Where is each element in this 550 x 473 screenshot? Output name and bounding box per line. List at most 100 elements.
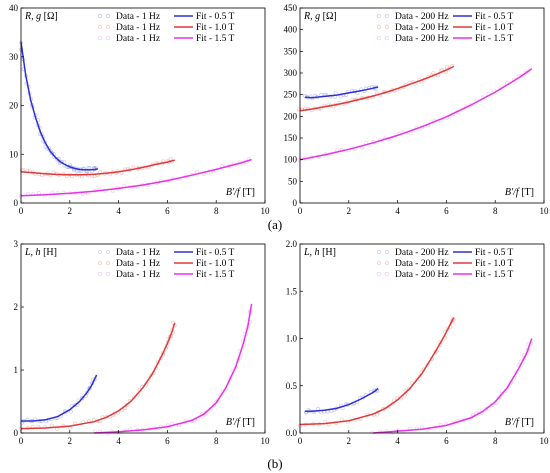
legend-marker xyxy=(385,261,389,265)
legend-entry: Fit - 1.5 T xyxy=(174,34,235,44)
data-point xyxy=(319,92,324,97)
legend-marker xyxy=(106,261,110,265)
plot-frame xyxy=(299,7,545,204)
x-tick-label: 10 xyxy=(540,206,550,216)
x-tick-label: 8 xyxy=(493,436,498,446)
fit-line-1 xyxy=(304,86,379,99)
panel-label-a: (a) xyxy=(268,217,282,232)
legend-marker xyxy=(385,36,389,40)
chart-panel-1: 0 2 4 6 8 10 0 10 20 30 40 R, g [Ω] B'/f [T] Data - 1… xyxy=(9,3,270,216)
plot-frame xyxy=(20,243,266,434)
y-tick-label: 150 xyxy=(284,133,298,143)
legend-marker xyxy=(385,272,389,276)
y-tick-label: 50 xyxy=(288,176,298,186)
x-tick-label: 4 xyxy=(395,206,400,216)
data-markers-2 xyxy=(19,320,177,431)
legend-entry: Fit - 1.0 T xyxy=(174,259,235,269)
legend-marker xyxy=(106,272,110,276)
panel-label-b: (b) xyxy=(267,456,282,471)
data-point xyxy=(212,403,217,407)
data-point xyxy=(484,407,489,411)
data-markers-1 xyxy=(19,377,98,425)
legend-label: Fit - 1.0 T xyxy=(475,23,514,33)
legend-marker xyxy=(106,36,110,40)
legend-entry: Data - 1 Hz xyxy=(98,270,160,280)
y-tick-label: 0.5 xyxy=(286,381,298,391)
legend-entry: Data - 200 Hz xyxy=(377,270,449,280)
legend-label: Data - 200 Hz xyxy=(395,12,449,22)
y-tick-label: 1.0 xyxy=(286,334,298,344)
x-tick-label: 2 xyxy=(68,206,73,216)
x-tick-label: 8 xyxy=(493,206,498,216)
y-tick-label: 200 xyxy=(284,111,298,121)
legend-entry: Fit - 1.0 T xyxy=(453,259,514,269)
legend-entry: Fit - 0.5 T xyxy=(453,12,514,22)
legend-marker xyxy=(98,25,102,29)
legend-label: Data - 200 Hz xyxy=(395,23,449,33)
legend-entry: Data - 200 Hz xyxy=(377,23,449,33)
data-markers-1 xyxy=(19,40,99,174)
y-tick-label: 250 xyxy=(284,90,298,100)
legend-label: Fit - 0.5 T xyxy=(475,248,514,258)
fit-line-1 xyxy=(304,388,379,413)
legend-marker xyxy=(377,36,381,40)
y-tick-label: 2.0 xyxy=(286,239,298,249)
y-tick-label: 0 xyxy=(14,198,19,208)
legend-entry: Fit - 0.5 T xyxy=(174,248,235,258)
y-tick-label: 1 xyxy=(14,365,19,375)
legend-entry: Data - 1 Hz xyxy=(98,23,160,33)
data-point xyxy=(49,423,54,428)
legend-entry: Fit - 0.5 T xyxy=(174,12,235,22)
data-point xyxy=(333,91,338,96)
legend-label: Fit - 1.0 T xyxy=(196,259,235,269)
legend-label: Data - 1 Hz xyxy=(116,248,160,258)
legend-marker xyxy=(106,14,110,18)
legend: Data - 1 Hz Fit - 0.5 T Data - 1 Hz Fit - 1… xyxy=(98,248,235,280)
y-tick-label: 100 xyxy=(284,155,298,165)
x-tick-label: 0 xyxy=(298,436,303,446)
legend-label: Data - 1 Hz xyxy=(116,34,160,44)
y-tick-label: 0 xyxy=(14,428,19,438)
legend-label: Data - 200 Hz xyxy=(395,270,449,280)
x-tick-label: 4 xyxy=(116,436,121,446)
y-tick-label: 300 xyxy=(284,68,298,78)
x-tick-label: 10 xyxy=(540,436,550,446)
legend-marker xyxy=(98,36,102,40)
x-tick-label: 0 xyxy=(19,436,24,446)
legend-label: Data - 200 Hz xyxy=(395,248,449,258)
data-point xyxy=(215,398,220,403)
legend-entry: Data - 1 Hz xyxy=(98,34,160,44)
legend-entry: Fit - 1.5 T xyxy=(453,270,514,280)
data-point xyxy=(407,387,411,391)
x-tick-label: 8 xyxy=(214,436,219,446)
fit-line-1 xyxy=(21,374,98,422)
data-point xyxy=(49,151,54,156)
legend-entry: Fit - 0.5 T xyxy=(453,248,514,258)
y-axis-label: R, g [Ω] xyxy=(24,11,58,22)
fit-line-3 xyxy=(20,158,252,197)
y-tick-label: 40 xyxy=(9,3,19,13)
legend-label: Fit - 1.5 T xyxy=(475,34,514,44)
x-tick-label: 0 xyxy=(298,206,303,216)
x-tick-label: 6 xyxy=(444,206,449,216)
x-tick-label: 10 xyxy=(261,436,271,446)
x-tick-label: 4 xyxy=(395,436,400,446)
legend-label: Fit - 0.5 T xyxy=(196,12,235,22)
legend-entry: Fit - 1.5 T xyxy=(174,270,235,280)
fit-line-2 xyxy=(20,159,175,176)
legend-label: Fit - 1.5 T xyxy=(196,34,235,44)
data-point xyxy=(69,409,73,414)
legend-label: Data - 1 Hz xyxy=(116,12,160,22)
legend-label: Data - 1 Hz xyxy=(116,23,160,33)
legend-label: Data - 200 Hz xyxy=(395,34,449,44)
legend-marker xyxy=(385,25,389,29)
data-point xyxy=(80,396,85,401)
x-tick-label: 10 xyxy=(261,206,271,216)
legend-label: Fit - 1.5 T xyxy=(475,270,514,280)
data-markers-3 xyxy=(18,156,251,198)
legend: Data - 1 Hz Fit - 0.5 T Data - 1 Hz Fit - 1… xyxy=(98,12,235,44)
fit-line-3 xyxy=(94,303,253,434)
y-axis-label: R, g [Ω] xyxy=(303,11,337,22)
